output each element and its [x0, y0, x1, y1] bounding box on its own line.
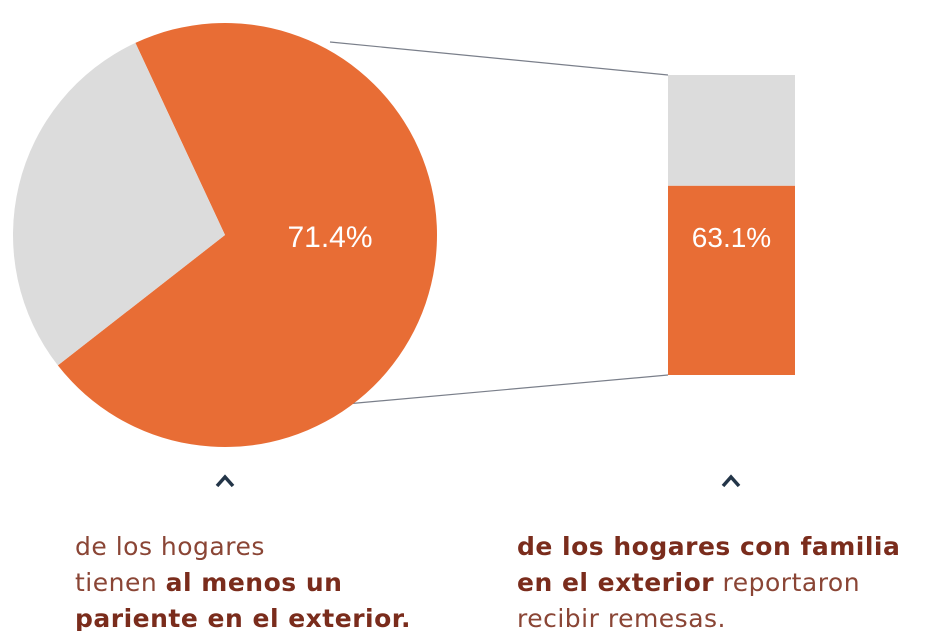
bar-segment — [668, 185, 795, 375]
caption-text: en el exterior — [517, 568, 714, 597]
caption-text: de los hogares con familia — [517, 532, 900, 561]
pie-slice — [57, 22, 437, 448]
caption-line: tienen al menos un — [75, 568, 342, 597]
caption-text: recibir remesas. — [517, 604, 726, 631]
bar-segment — [668, 75, 795, 186]
caret — [215, 474, 235, 488]
pie-slice — [13, 42, 226, 366]
caption-line: recibir remesas. — [517, 604, 726, 631]
data-label: 63.1% — [692, 222, 771, 253]
caption-line: de los hogares — [75, 532, 265, 561]
caption-text: de los hogares — [75, 532, 265, 561]
connector — [334, 374, 669, 406]
caret — [721, 474, 741, 488]
caption-text: reportaron — [714, 568, 860, 597]
caption-text: al menos un — [166, 568, 343, 597]
caption-text: tienen — [75, 568, 166, 597]
caption-line: pariente en el exterior. — [75, 604, 411, 631]
caption-line: en el exterior reportaron — [517, 568, 860, 597]
connector — [329, 41, 669, 76]
caption-line: de los hogares con familia — [517, 532, 900, 561]
data-label: 71.4% — [287, 221, 372, 254]
caption-text: pariente en el exterior. — [75, 604, 411, 631]
